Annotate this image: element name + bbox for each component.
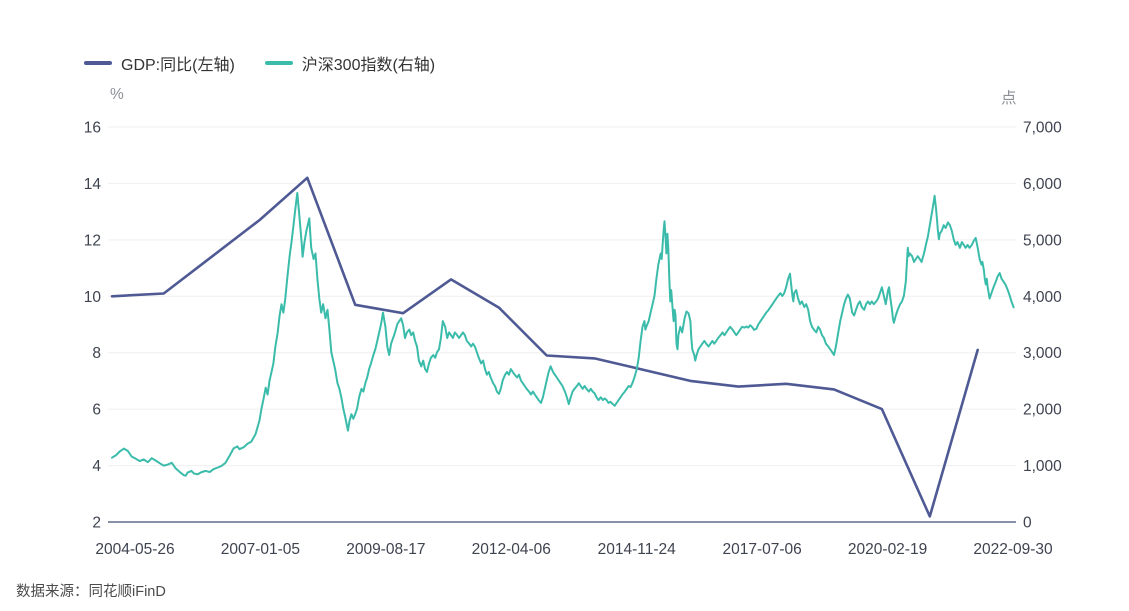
left-axis-tick-label: 12 bbox=[84, 232, 101, 249]
gdp-line-series[interactable] bbox=[110, 176, 980, 518]
left-axis-tick-label: 2 bbox=[92, 515, 101, 532]
left-axis-tick-label: 4 bbox=[92, 458, 101, 475]
csi300-line-swatch-icon bbox=[264, 61, 293, 65]
data-source-note: 数据来源：同花顺iFinD bbox=[16, 584, 166, 600]
gdp-line-swatch-icon bbox=[84, 61, 112, 65]
right-axis-tick-label: 4,000 bbox=[1023, 289, 1062, 306]
right-axis-tick-label: 0 bbox=[1023, 515, 1032, 532]
right-axis-tick-label: 7,000 bbox=[1023, 120, 1062, 137]
legend-item-gdp[interactable]: GDP:同比(左轴) bbox=[84, 51, 235, 75]
left-axis-unit: % bbox=[110, 86, 124, 103]
right-axis-tick-label: 1,000 bbox=[1023, 458, 1062, 475]
x-axis-tick-label: 2012-04-06 bbox=[472, 541, 551, 558]
x-axis-tick-label: 2020-02-19 bbox=[848, 541, 927, 558]
legend-item-csi300[interactable]: 沪深300指数(右轴) bbox=[264, 51, 436, 75]
csi300-line-series[interactable] bbox=[111, 192, 1015, 477]
left-axis-tick-label: 10 bbox=[84, 289, 102, 306]
x-axis-tick-label: 2014-11-24 bbox=[598, 541, 677, 558]
right-axis-tick-label: 2,000 bbox=[1023, 402, 1062, 419]
chart-legend: GDP:同比(左轴) 沪深300指数(右轴) bbox=[84, 51, 435, 75]
left-axis-tick-label: 6 bbox=[92, 402, 101, 419]
legend-label-gdp: GDP:同比(左轴) bbox=[121, 57, 235, 74]
x-axis-tick-label: 2004-05-26 bbox=[95, 541, 174, 558]
x-axis-tick-label: 2022-09-30 bbox=[973, 541, 1053, 558]
left-axis-tick-label: 14 bbox=[84, 176, 102, 193]
left-axis-tick-label: 8 bbox=[92, 345, 101, 362]
right-axis-tick-label: 6,000 bbox=[1023, 176, 1062, 193]
legend-label-csi300: 沪深300指数(右轴) bbox=[301, 57, 436, 74]
right-axis-tick-label: 3,000 bbox=[1023, 345, 1062, 362]
x-axis-tick-label: 2009-08-17 bbox=[346, 541, 425, 558]
x-axis-tick-label: 2017-07-06 bbox=[722, 541, 801, 558]
right-axis-unit: 点 bbox=[1001, 90, 1017, 107]
right-axis-tick-label: 5,000 bbox=[1023, 232, 1062, 249]
x-axis-tick-label: 2007-01-05 bbox=[221, 541, 300, 558]
left-axis-tick-label: 16 bbox=[84, 120, 101, 137]
